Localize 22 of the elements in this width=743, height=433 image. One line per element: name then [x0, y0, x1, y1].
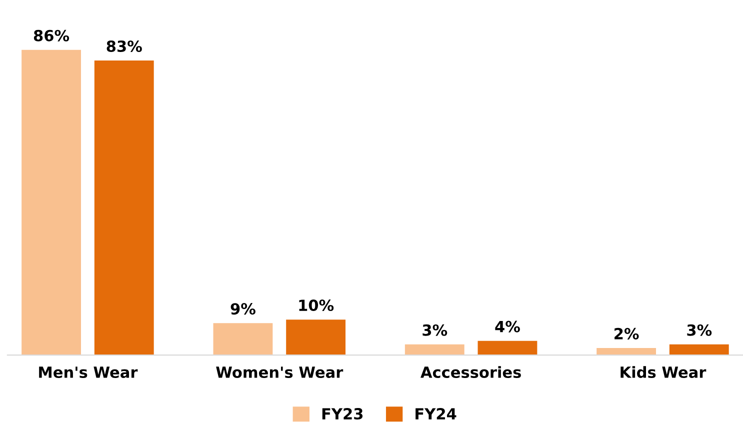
bar — [669, 344, 729, 356]
legend-label: FY23 — [322, 408, 363, 420]
x-tick-label: Kids Wear — [620, 366, 706, 378]
x-tick-label: Men's Wear — [39, 366, 138, 378]
legend-label: FY24 — [416, 408, 456, 420]
data-label: 9% — [230, 303, 256, 315]
bar — [22, 50, 81, 356]
data-label: 83% — [106, 40, 142, 52]
bar — [404, 344, 464, 356]
bar — [94, 60, 154, 356]
data-label: 2% — [614, 328, 639, 340]
bar — [478, 340, 538, 356]
x-tick-label: Women's Wear — [216, 366, 344, 378]
data-label: 3% — [422, 324, 448, 336]
data-label: 10% — [299, 300, 334, 312]
bar — [286, 320, 346, 356]
data-label: 86% — [34, 30, 70, 42]
x-tick-label: Accessories — [420, 366, 521, 378]
bar — [213, 323, 273, 356]
data-label: 3% — [687, 324, 712, 336]
data-label: 4% — [495, 320, 520, 332]
bar — [596, 348, 656, 356]
